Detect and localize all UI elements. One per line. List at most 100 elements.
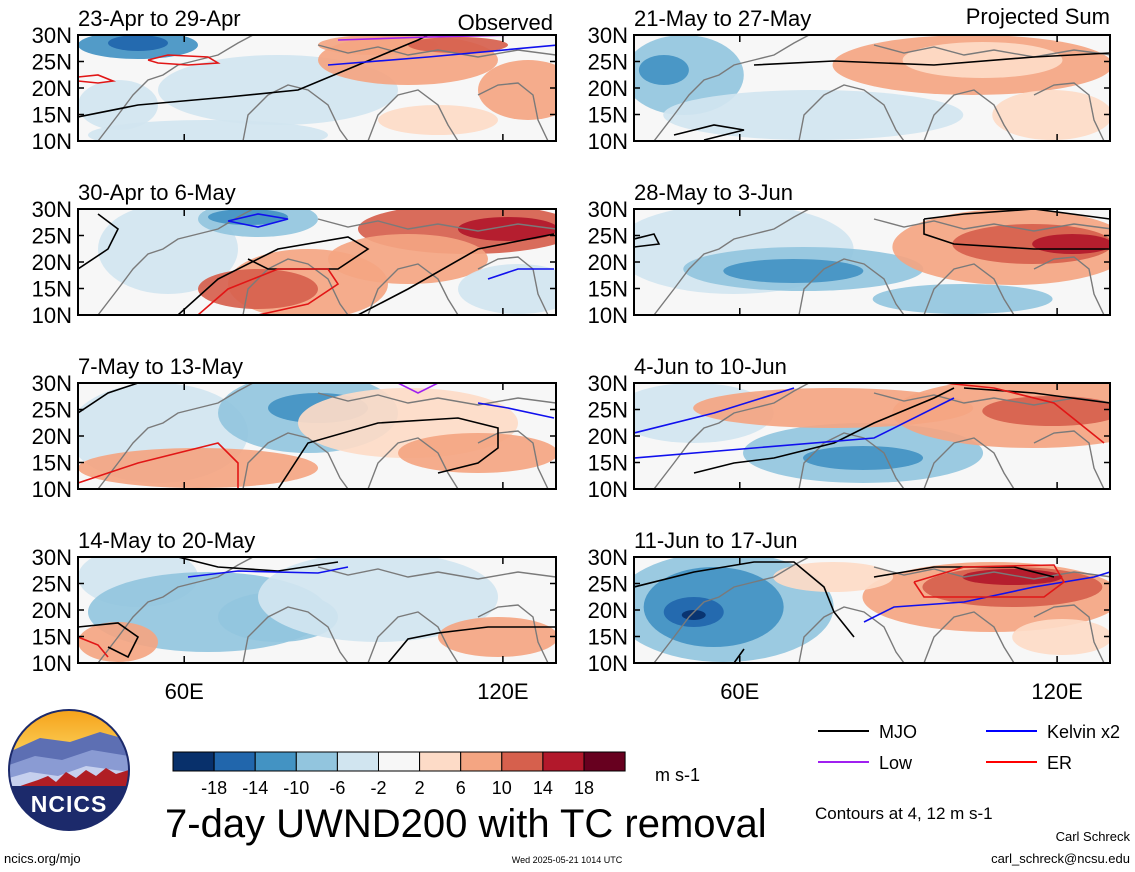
contour-line: [923, 209, 1110, 250]
panel-title: 7-May to 13-May: [78, 354, 243, 379]
contour-line: [634, 561, 855, 638]
panel-title: 23-Apr to 29-Apr: [78, 6, 241, 31]
coastline: [367, 437, 459, 489]
coastline: [97, 35, 254, 141]
lat-tick-label: 30N: [32, 23, 72, 48]
contour-line: [277, 417, 499, 489]
coastline: [1033, 430, 1105, 489]
lat-tick-label: 25N: [588, 224, 628, 249]
observed-tag: Observed: [458, 10, 553, 35]
colorbar-label: -10: [283, 778, 309, 798]
coastline: [873, 566, 1110, 580]
coastline: [873, 392, 1110, 406]
panel-title: 11-Jun to 17-Jun: [634, 528, 797, 553]
legend-label: ER: [1047, 753, 1072, 773]
contour-line: [78, 622, 140, 659]
lat-tick-label: 10N: [588, 651, 628, 676]
field-shading: [992, 90, 1110, 140]
panel-title: 28-May to 3-Jun: [634, 180, 793, 205]
contour-line: [197, 268, 340, 315]
coastline: [477, 256, 549, 315]
contour-line: [673, 124, 745, 141]
coastline: [242, 84, 349, 141]
lat-tick-label: 10N: [588, 477, 628, 502]
colorbar-swatch: [583, 751, 626, 772]
lat-tick-label: 15N: [588, 103, 628, 128]
colorbar-label: -18: [201, 778, 227, 798]
colorbar-label: -14: [242, 778, 268, 798]
contour-line: [753, 52, 1110, 66]
field-shading: [198, 269, 318, 309]
contour-line: [397, 383, 439, 394]
map-panel: 23-Apr to 29-Apr: [77, 6, 557, 142]
contour-line: [357, 233, 555, 315]
ncics-logo: NCICS: [8, 709, 130, 831]
colorbar-label: 10: [492, 778, 512, 798]
lat-tick-label: 30N: [588, 545, 628, 570]
coastline: [923, 437, 1015, 489]
panel-title: 4-Jun to 10-Jun: [634, 354, 787, 379]
coastline: [97, 557, 254, 663]
colorbar: -18 -14 -10 -6 -2 2 6 10 14 18: [172, 751, 626, 798]
colorbar-swatch: [419, 751, 462, 772]
contours-note: Contours at 4, 12 m s-1: [815, 804, 993, 823]
map-panels: 23-Apr to 29-Apr 21-May to 27-May 30-Apr t…: [77, 6, 1111, 664]
lat-tick-label: 30N: [588, 23, 628, 48]
projected-tag: Projected Sum: [966, 4, 1110, 29]
units-label: m s-1: [655, 765, 700, 785]
field-shading: [78, 448, 318, 488]
field-shading: [982, 396, 1110, 426]
panel-title: 21-May to 27-May: [634, 6, 811, 31]
contour-line: [733, 648, 745, 663]
coastline: [242, 258, 349, 315]
coastline: [97, 209, 254, 315]
lat-tick-label: 10N: [32, 129, 72, 154]
lat-tick-label: 25N: [588, 572, 628, 597]
lat-tick-label: 15N: [32, 277, 72, 302]
contour-line: [634, 387, 795, 434]
map-panel: 28-May to 3-Jun: [633, 180, 1111, 316]
coastline: [1033, 256, 1105, 315]
coastline: [873, 218, 1110, 232]
coastline: [367, 89, 459, 141]
lat-tick-label: 20N: [588, 598, 628, 623]
coastline: [798, 432, 905, 489]
coastline: [653, 557, 810, 663]
lat-tick-label: 10N: [588, 129, 628, 154]
lat-tick-label: 30N: [32, 545, 72, 570]
coastline: [317, 392, 556, 406]
lat-tick-label: 25N: [32, 50, 72, 75]
lat-tick-label: 10N: [32, 303, 72, 328]
coastline: [873, 44, 1110, 58]
logo-text: NCICS: [31, 791, 108, 817]
coastline: [1033, 82, 1105, 141]
legend-label: MJO: [879, 722, 917, 742]
coastline: [798, 606, 905, 663]
field-shading: [398, 433, 556, 473]
colorbar-swatch: [501, 751, 544, 772]
coastline: [317, 566, 556, 580]
contour-line: [187, 566, 349, 578]
lat-tick-label: 30N: [32, 197, 72, 222]
coastline: [923, 611, 1015, 663]
field-shading: [78, 80, 158, 130]
coastline: [317, 218, 556, 232]
lat-tick-label: 15N: [588, 625, 628, 650]
contour-line: [693, 387, 955, 474]
lat-tick-label: 15N: [588, 277, 628, 302]
coastline: [367, 611, 459, 663]
colorbar-label: 6: [456, 778, 466, 798]
colorbar-swatch: [213, 751, 256, 772]
coastline: [653, 383, 810, 489]
field-shading: [902, 42, 1063, 78]
main-title: 7-day UWND200 with TC removal: [165, 802, 767, 846]
lat-tick-label: 10N: [32, 477, 72, 502]
contour-line: [78, 35, 430, 118]
contour-line: [227, 213, 289, 228]
colorbar-label: -2: [370, 778, 386, 798]
field-shading: [634, 35, 744, 115]
field-shading: [723, 259, 864, 283]
map-panel: 4-Jun to 10-Jun: [633, 354, 1111, 490]
contour-line: [634, 397, 955, 459]
